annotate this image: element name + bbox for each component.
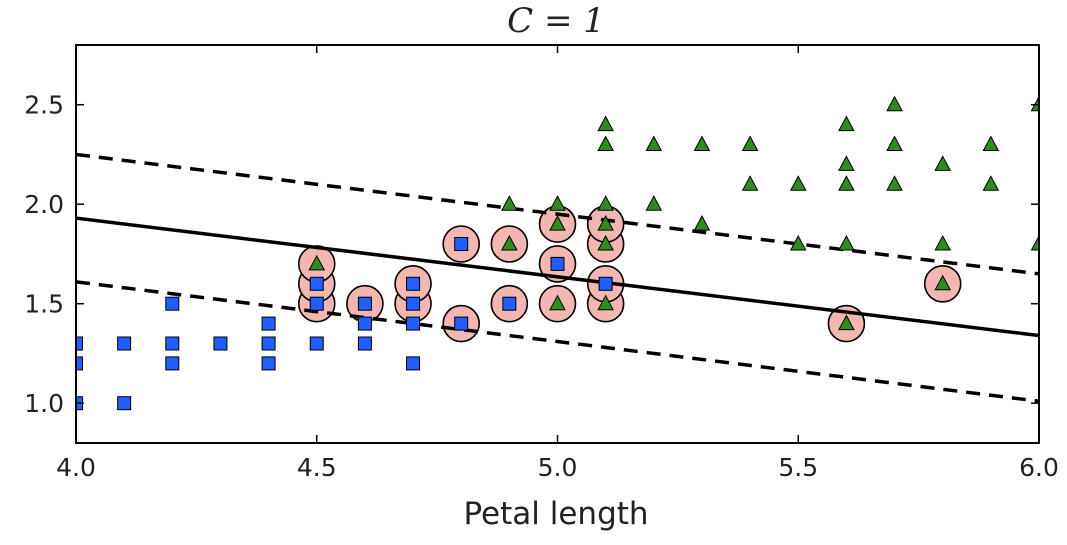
axis-ticks: 4.0 4.5 5.0 5.5 6.0 1.0 1.5 2.0 2.5	[24, 45, 1059, 482]
y-tick-label: 2.5	[24, 91, 64, 120]
lower-margin-line	[76, 280, 1039, 403]
x-tick-label: 4.0	[56, 453, 96, 482]
triangle-point	[982, 175, 1000, 191]
x-axis-label: Petal length	[463, 496, 648, 532]
square-point	[357, 296, 372, 311]
triangle-point	[741, 135, 759, 151]
triangle-point	[838, 314, 855, 331]
triangle-point	[838, 234, 855, 251]
square-point	[117, 396, 132, 411]
square-point	[406, 276, 421, 291]
triangle-point	[838, 175, 855, 191]
triangle-point	[741, 175, 759, 191]
x-tick-label: 4.5	[297, 453, 337, 482]
triangle-point	[597, 215, 614, 231]
triangle-point	[886, 135, 903, 151]
square-point	[309, 296, 324, 311]
triangle-point	[934, 155, 952, 171]
triangle-point	[1030, 95, 1039, 112]
square-point	[261, 316, 276, 331]
upper-margin-line	[76, 152, 1039, 276]
triangle-point	[597, 195, 614, 211]
triangle-point	[645, 195, 663, 211]
square-point	[213, 336, 228, 351]
x-tick-label: 5.5	[778, 453, 818, 482]
triangle-point	[549, 195, 566, 211]
triangle-point	[693, 135, 711, 151]
triangle-point	[645, 135, 663, 151]
triangle-point	[597, 135, 614, 151]
square-point	[357, 336, 372, 351]
square-point	[406, 296, 421, 311]
plot-clip-group	[76, 95, 1039, 411]
triangle-point	[597, 115, 614, 132]
triangle-point	[934, 234, 952, 251]
triangle-point	[1030, 234, 1039, 251]
square-point	[165, 336, 180, 351]
y-tick-label: 2.0	[24, 190, 64, 219]
triangle-point	[934, 274, 952, 291]
x-tick-label: 6.0	[1019, 453, 1059, 482]
square-point	[454, 237, 469, 251]
triangle-point	[693, 215, 711, 231]
square-point	[165, 356, 180, 371]
triangle-point	[308, 254, 326, 271]
y-tick-label: 1.0	[24, 389, 64, 418]
square-point	[309, 336, 324, 351]
square-point	[502, 296, 517, 311]
x-tick-label: 5.0	[538, 453, 578, 482]
square-point	[357, 316, 372, 331]
triangle-point	[789, 234, 807, 251]
triangle-point	[597, 294, 614, 311]
square-point	[598, 276, 613, 291]
square-point	[165, 296, 180, 311]
triangle-point	[789, 175, 807, 191]
triangle-point	[597, 234, 614, 251]
triangle-point	[886, 175, 903, 191]
triangle-point	[501, 195, 518, 211]
triangle-point	[886, 95, 903, 112]
plot-area	[76, 95, 1039, 411]
square-point	[261, 356, 276, 371]
triangle-point	[982, 135, 1000, 151]
y-tick-label: 1.5	[24, 290, 64, 319]
triangle-point	[549, 294, 566, 311]
square-point	[117, 336, 132, 351]
triangle-point	[549, 215, 566, 231]
square-point	[261, 336, 276, 351]
triangle-point	[838, 155, 855, 171]
square-point	[550, 256, 565, 271]
triangle-point	[838, 115, 855, 132]
square-point	[309, 276, 324, 291]
square-point	[406, 356, 421, 371]
square-point	[76, 356, 83, 371]
square-point	[76, 336, 83, 351]
square-point	[454, 316, 469, 331]
decision-boundary-line	[76, 216, 1039, 338]
square-point	[406, 316, 421, 331]
triangle-point	[501, 234, 518, 251]
chart-title: C = 1	[507, 1, 605, 41]
